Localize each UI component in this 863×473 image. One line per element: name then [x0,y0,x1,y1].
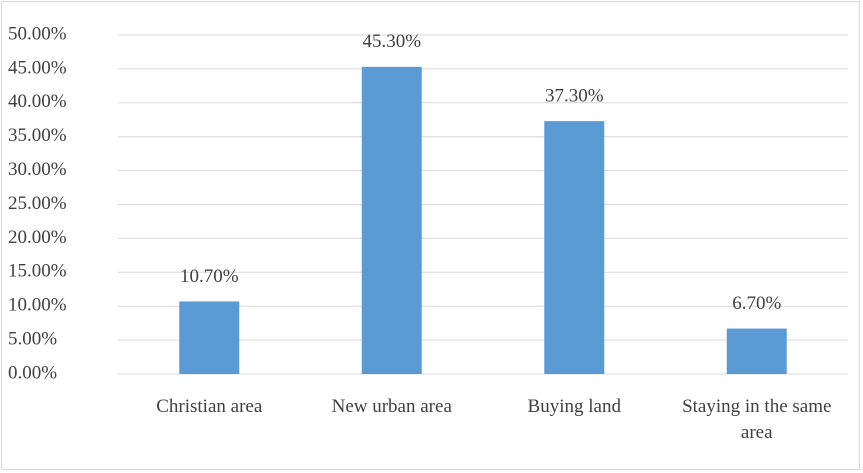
x-tick-label: New urban area [331,396,452,417]
value-label: 10.70% [180,266,239,287]
y-tick-label: 25.00% [8,193,67,214]
y-tick-label: 15.00% [8,261,67,282]
value-label: 6.70% [732,293,781,314]
bar [544,121,605,374]
y-tick-label: 35.00% [8,125,67,146]
x-tick-label: Christian area [156,396,263,417]
bar [179,301,240,374]
value-label: 45.30% [362,31,421,52]
value-label: 37.30% [545,85,604,106]
y-tick-label: 5.00% [8,328,57,349]
y-tick-label: 10.00% [8,295,67,316]
y-tick-label: 0.00% [8,362,57,383]
y-tick-label: 40.00% [8,91,67,112]
x-tick-label: Staying in the same area [682,396,832,443]
y-tick-label: 20.00% [8,227,67,248]
y-tick-label: 45.00% [8,57,67,78]
x-tick-label: Buying land [527,396,621,417]
bar [726,328,787,374]
y-tick-label: 30.00% [8,159,67,180]
bar [361,66,422,374]
y-tick-label: 50.00% [8,23,67,44]
